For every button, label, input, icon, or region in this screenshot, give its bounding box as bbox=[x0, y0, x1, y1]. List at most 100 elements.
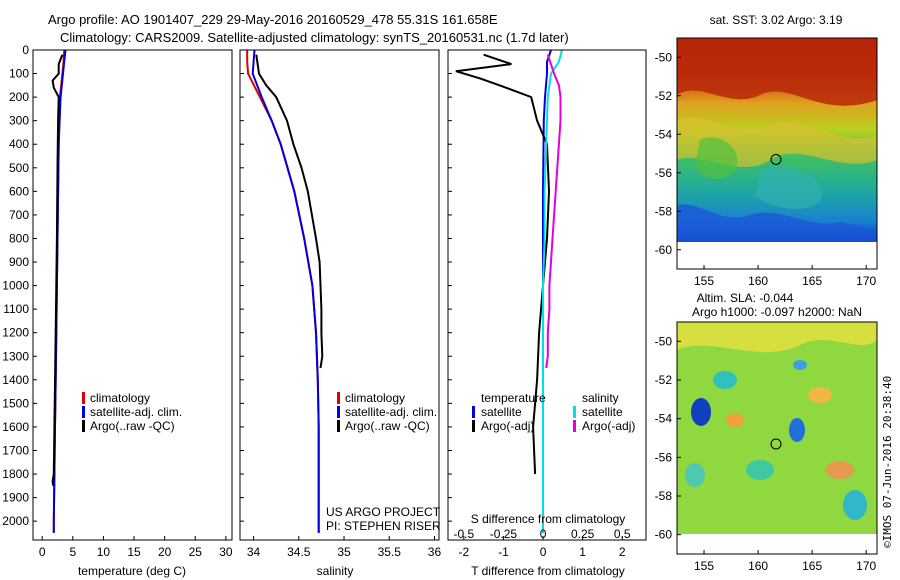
legend-climatology-swatch bbox=[337, 392, 340, 404]
legend-t-argo-swatch bbox=[472, 420, 475, 432]
temperature-x-tick-label: 5 bbox=[69, 545, 76, 559]
salinity-x-tick-label: 34.5 bbox=[287, 545, 311, 559]
lon-tick-label: 170 bbox=[856, 274, 876, 288]
difference-t-x-tick-label: -1 bbox=[498, 545, 509, 559]
sla-cyan-eddy-2 bbox=[746, 460, 774, 480]
depth-tick-label: 600 bbox=[9, 184, 29, 198]
difference-s-x-tick-label: 0.5 bbox=[614, 527, 631, 541]
legend-satellite-swatch bbox=[337, 406, 340, 418]
lat-tick-label: -52 bbox=[655, 89, 673, 103]
depth-tick-label: 1300 bbox=[2, 349, 29, 363]
difference-s-x-label: S difference from climatology bbox=[471, 512, 626, 526]
difference-s-x-tick-label: -0.25 bbox=[490, 527, 518, 541]
salinity-x-ticks: 34 34.5 35 35.5 36 bbox=[240, 49, 441, 559]
imos-watermark: ©IMOS 07-Jun-2016 20:38:40 bbox=[881, 376, 894, 548]
salinity-x-tick-label: 34 bbox=[247, 545, 261, 559]
temperature-x-tick-label: 15 bbox=[127, 545, 141, 559]
lon-tick-label: 170 bbox=[856, 559, 876, 573]
legend-climatology-label: climatology bbox=[345, 391, 405, 405]
depth-tick-label: 1800 bbox=[2, 467, 29, 481]
sla-lat-ticks: -60 -58 -56 -54 -52 -50 bbox=[655, 334, 681, 542]
depth-tick-label: 800 bbox=[9, 231, 29, 245]
lat-tick-label: -58 bbox=[655, 489, 673, 503]
temperature-x-tick-label: 0 bbox=[39, 545, 46, 559]
difference-t-x-ticks: -2 -1 0 1 2 bbox=[459, 536, 626, 559]
figure-title-line2: Climatology: CARS2009. Satellite-adjuste… bbox=[60, 30, 569, 45]
salinity-x-tick-label: 35 bbox=[337, 545, 351, 559]
difference-s-x-tick-label: 0.25 bbox=[571, 527, 595, 541]
difference-t-x-tick-label: -2 bbox=[459, 545, 470, 559]
depth-tick-label: 1000 bbox=[2, 279, 29, 293]
series-line-salinity-argo-adj bbox=[545, 54, 562, 369]
lat-tick-label: -58 bbox=[655, 204, 673, 218]
legend-t-satellite-label: satellite bbox=[481, 405, 522, 419]
project-annotation-line1: US ARGO PROJECT bbox=[326, 505, 441, 519]
temperature-legend: climatology satellite-adj. clim. Argo(..… bbox=[82, 391, 182, 433]
lat-tick-label: -56 bbox=[655, 450, 673, 464]
difference-t-x-label: T difference from climatology bbox=[471, 564, 625, 578]
depth-tick-label: 900 bbox=[9, 255, 29, 269]
lon-tick-label: 165 bbox=[802, 559, 822, 573]
sla-map-image bbox=[677, 322, 877, 534]
lat-tick-label: -60 bbox=[655, 243, 673, 257]
depth-tick-label: 700 bbox=[9, 208, 29, 222]
sst-map-frame bbox=[676, 37, 878, 270]
sst-teal-patch bbox=[755, 167, 822, 210]
lat-tick-label: -54 bbox=[655, 412, 673, 426]
legend-t-satellite-swatch bbox=[472, 406, 475, 418]
legend-s-argo-swatch bbox=[573, 420, 576, 432]
difference-t-x-tick-label: 1 bbox=[579, 545, 586, 559]
lon-tick-label: 165 bbox=[802, 274, 822, 288]
depth-tick-label: 200 bbox=[9, 90, 29, 104]
legend-argo-swatch bbox=[82, 420, 85, 432]
salinity-plot-area bbox=[246, 49, 324, 533]
sla-yellow-band-north bbox=[677, 322, 877, 353]
temperature-x-ticks: 0 5 10 15 20 25 30 bbox=[39, 536, 233, 559]
lon-tick-label: 160 bbox=[748, 559, 768, 573]
temperature-x-tick-label: 25 bbox=[189, 545, 203, 559]
lon-tick-label: 160 bbox=[748, 274, 768, 288]
sst-map-title: sat. SST: 3.02 Argo: 3.19 bbox=[710, 13, 843, 27]
legend-t-argo-label: Argo(-adj) bbox=[481, 419, 534, 433]
sla-cyan-eddy-1 bbox=[713, 371, 737, 389]
depth-tick-label: 100 bbox=[9, 67, 29, 81]
legend-argo-swatch bbox=[337, 420, 340, 432]
depth-tick-label: 1200 bbox=[2, 326, 29, 340]
sla-blue-eddy-2 bbox=[789, 418, 805, 442]
depth-tick-label: 1400 bbox=[2, 373, 29, 387]
sla-orange-eddy-1 bbox=[726, 413, 744, 427]
sla-cyan-eddy-4 bbox=[685, 463, 705, 487]
depth-tick-label: 300 bbox=[9, 114, 29, 128]
sla-orange-eddy-2 bbox=[808, 387, 832, 403]
legend-satellite-swatch bbox=[82, 406, 85, 418]
legend-s-satellite-label: satellite bbox=[582, 405, 623, 419]
temperature-x-tick-label: 10 bbox=[97, 545, 111, 559]
salinity-axes-frame bbox=[239, 49, 440, 541]
lat-tick-label: -52 bbox=[655, 373, 673, 387]
sla-map-title-line1: Altim. SLA: -0.044 bbox=[697, 291, 794, 305]
series-line-climatology bbox=[246, 50, 320, 533]
lat-tick-label: -56 bbox=[655, 166, 673, 180]
difference-panel: -2 -1 0 1 2 -0.5 -0.25 0 0.25 0.5 T difference f… bbox=[447, 49, 647, 578]
lat-tick-label: -50 bbox=[655, 334, 673, 348]
legend-salinity-heading: salinity bbox=[582, 391, 619, 405]
salinity-legend: climatology satellite-adj. clim. Argo(..… bbox=[337, 391, 437, 433]
series-line-argo-raw-qc bbox=[51, 54, 64, 486]
depth-tick-label: 400 bbox=[9, 137, 29, 151]
sla-map-frame bbox=[676, 321, 878, 555]
lat-tick-label: -60 bbox=[655, 528, 673, 542]
depth-tick-label: 0 bbox=[22, 43, 29, 57]
difference-plot-area bbox=[455, 49, 563, 533]
sla-orange-eddy-3 bbox=[826, 461, 854, 479]
legend-temperature-heading: temperature bbox=[481, 391, 546, 405]
sst-warm-tongue bbox=[677, 38, 877, 106]
sla-map-panel: Altim. SLA: -0.044 Argo h1000: -0.097 h2… bbox=[655, 291, 878, 573]
depth-tick-label: 1900 bbox=[2, 491, 29, 505]
legend-satellite-label: satellite-adj. clim. bbox=[345, 405, 437, 419]
legend-s-argo-label: Argo(-adj) bbox=[582, 419, 635, 433]
sst-map-image bbox=[677, 38, 877, 242]
salinity-x-label: salinity bbox=[317, 564, 354, 578]
sla-argo-location-marker bbox=[770, 438, 782, 450]
lon-tick-label: 155 bbox=[694, 559, 714, 573]
project-annotation-line2: PI: STEPHEN RISER bbox=[326, 519, 441, 533]
